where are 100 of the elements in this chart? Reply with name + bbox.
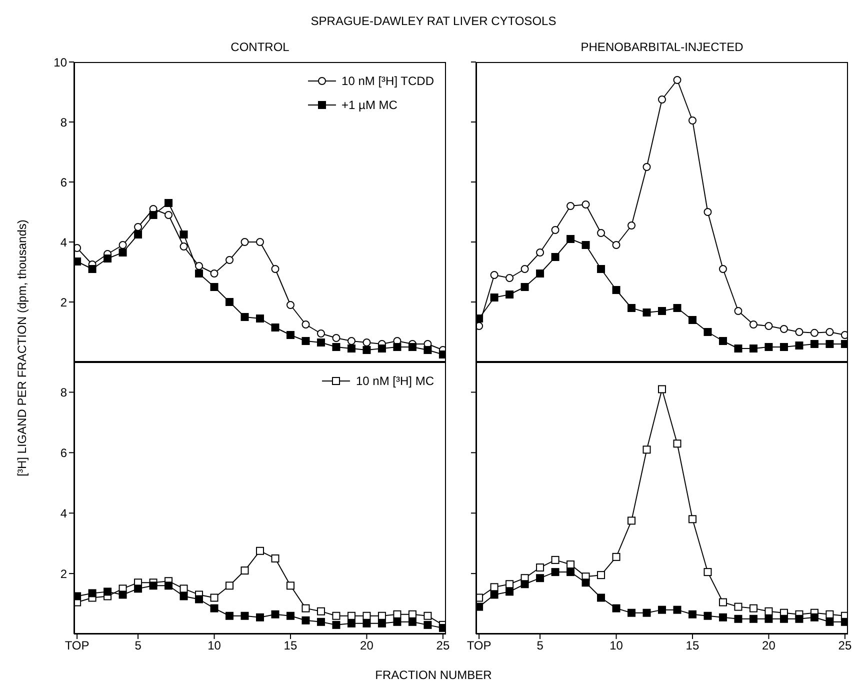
point — [164, 582, 173, 590]
point — [134, 584, 142, 593]
point — [520, 283, 529, 291]
point — [347, 619, 356, 628]
point — [551, 226, 560, 234]
point — [658, 96, 666, 104]
x-tick-label: 25 — [838, 638, 852, 653]
point — [536, 270, 544, 278]
point — [506, 580, 514, 588]
point — [104, 588, 112, 596]
x-axis-title: FRACTION NUMBER — [374, 668, 493, 682]
point — [180, 592, 188, 600]
point — [673, 606, 682, 614]
point — [256, 613, 264, 622]
point — [826, 340, 834, 348]
point — [704, 612, 712, 620]
point — [286, 301, 294, 309]
point — [256, 238, 264, 246]
point — [424, 346, 432, 354]
point — [582, 241, 590, 249]
point — [195, 595, 204, 604]
point — [240, 612, 249, 620]
point — [688, 610, 696, 618]
point — [734, 614, 742, 623]
point — [180, 230, 188, 238]
point — [378, 619, 386, 628]
point — [271, 610, 280, 618]
point — [642, 308, 651, 316]
point — [286, 612, 294, 620]
point — [226, 582, 234, 590]
point — [704, 328, 712, 336]
point — [316, 330, 325, 338]
point — [612, 286, 620, 294]
point — [195, 270, 204, 278]
point — [734, 602, 742, 611]
point — [673, 304, 682, 312]
point — [74, 244, 82, 252]
point — [378, 612, 386, 620]
point — [490, 590, 498, 599]
point — [332, 612, 340, 620]
point — [88, 265, 96, 273]
point — [826, 618, 834, 626]
point — [180, 584, 188, 593]
point — [424, 620, 432, 629]
point — [271, 324, 280, 332]
point — [332, 343, 340, 351]
x-tick-label: 15 — [686, 638, 700, 653]
y-tick-label: 6 — [60, 446, 68, 460]
point — [734, 307, 742, 315]
x-tick-label: TOP — [64, 638, 90, 653]
point — [378, 344, 386, 352]
point — [658, 385, 666, 394]
point — [362, 338, 371, 346]
point — [134, 230, 142, 238]
point — [490, 271, 498, 279]
chart-title: CONTROL — [230, 40, 290, 54]
point — [688, 515, 696, 524]
point — [210, 283, 218, 291]
point — [271, 265, 280, 273]
point — [718, 337, 727, 345]
x-tick-label: 20 — [762, 638, 776, 653]
point — [628, 304, 636, 312]
point — [718, 598, 727, 606]
point — [347, 344, 356, 352]
point — [408, 618, 416, 626]
point — [840, 331, 848, 339]
point — [826, 328, 834, 336]
point — [286, 331, 294, 339]
x-tick-label: 5 — [134, 638, 142, 653]
point — [718, 613, 727, 622]
y-tick-label: 8 — [60, 385, 68, 400]
point — [551, 568, 560, 576]
point — [582, 200, 590, 208]
point — [810, 613, 818, 622]
text: SPRAGUE-DAWLEY RAT LIVER CYTOSOLS — [310, 14, 558, 28]
point — [149, 582, 158, 590]
point — [536, 564, 544, 572]
point — [134, 223, 142, 231]
point — [628, 516, 636, 525]
legend-label: 10 nM [³H] MC — [356, 374, 434, 388]
point — [566, 560, 575, 568]
point — [780, 343, 788, 351]
point — [256, 314, 264, 322]
point — [566, 235, 575, 243]
point — [332, 620, 340, 629]
point — [362, 619, 371, 628]
point — [195, 262, 204, 270]
point — [362, 612, 371, 620]
point — [256, 546, 264, 555]
y-tick-label: 10 — [54, 55, 68, 70]
point — [226, 612, 234, 620]
point — [780, 325, 788, 333]
point — [393, 618, 402, 626]
point — [164, 199, 173, 207]
point — [210, 270, 218, 278]
point — [673, 440, 682, 448]
point — [520, 265, 529, 273]
point — [180, 242, 188, 250]
point — [118, 241, 127, 249]
point — [795, 614, 804, 623]
